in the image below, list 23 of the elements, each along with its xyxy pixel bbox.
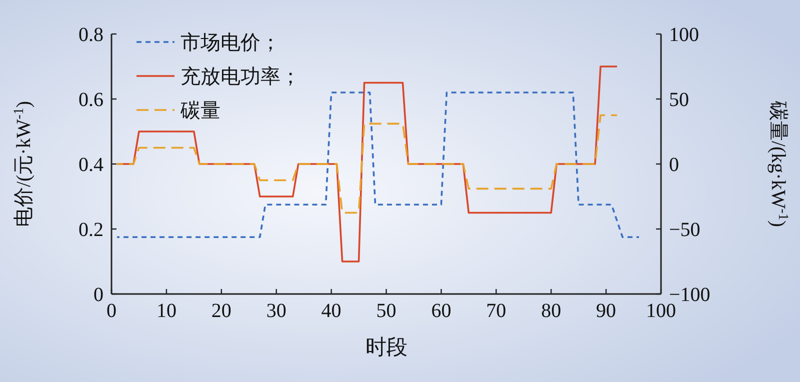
x-tick-label: 20: [211, 300, 232, 322]
x-tick-label: 40: [321, 300, 342, 322]
x-tick-label: 80: [541, 300, 562, 322]
x-tick-label: 100: [646, 300, 676, 322]
x-tick-label: 70: [486, 300, 506, 322]
y2-tick-label: 0: [669, 154, 679, 176]
y2-tick-label: −50: [669, 219, 700, 241]
legend-label: 碳量: [180, 100, 220, 122]
y-tick-label: 0.2: [78, 219, 104, 241]
x-axis-title: 时段: [365, 335, 408, 359]
y-tick-label: 0.8: [78, 24, 104, 46]
y-tick-label: 0.4: [78, 154, 104, 176]
x-tick-label: 30: [266, 300, 286, 322]
legend-label: 市场电价；: [180, 32, 280, 54]
legend-label: 充放电功率；: [180, 66, 300, 88]
x-tick-label: 90: [596, 300, 616, 322]
y2-tick-label: 100: [669, 24, 699, 46]
x-tick-label: 60: [431, 300, 452, 322]
x-tick-label: 50: [376, 300, 396, 322]
y-tick-label: 0: [94, 284, 104, 306]
y2-tick-label: 50: [669, 89, 689, 111]
y-tick-label: 0.6: [78, 89, 104, 111]
x-tick-label: 10: [156, 300, 176, 322]
